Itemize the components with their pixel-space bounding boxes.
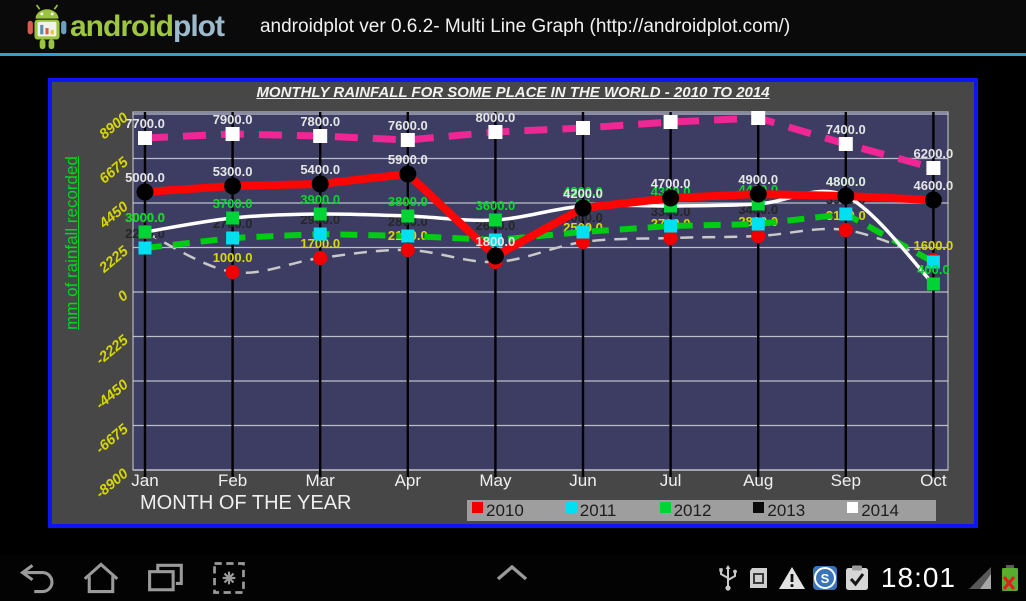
action-bar: androidplot androidplot ver 0.6.2- Multi… <box>0 0 1026 56</box>
back-button[interactable] <box>16 558 58 598</box>
legend-entry-2012: 2012 <box>655 501 749 520</box>
legend-label: 2012 <box>673 501 712 520</box>
androidplot-wordmark: androidplot <box>70 9 225 43</box>
wordmark-android: android <box>70 9 174 43</box>
legend-swatch <box>472 501 483 513</box>
chevron-up-icon <box>496 564 528 581</box>
system-nav-bar: S 18:01 <box>0 555 1026 601</box>
legend-entry-2011: 2011 <box>561 501 655 520</box>
x-axis-label: MONTH OF THE YEAR <box>140 492 352 514</box>
back-icon <box>19 564 54 594</box>
clipboard-check-icon <box>845 565 868 590</box>
chart-legend: 2010 2011 2012 2013 2014 <box>467 500 936 521</box>
signal-icon <box>969 567 991 589</box>
androidplot-logo: androidplot <box>24 4 225 50</box>
skype-icon: S <box>812 566 837 590</box>
legend-swatch <box>847 501 859 513</box>
app-title: androidplot ver 0.6.2- Multi Line Graph … <box>259 15 791 37</box>
recents-icon <box>148 563 183 592</box>
legend-entry-2013: 2013 <box>748 501 842 520</box>
skype-letter: S <box>813 567 836 589</box>
legend-entry-2010: 2010 <box>467 501 561 520</box>
usb-icon <box>719 565 737 591</box>
legend-label: 2014 <box>861 501 900 520</box>
quick-controls-button[interactable] <box>492 563 532 588</box>
home-button[interactable] <box>80 558 122 598</box>
screenshot-button[interactable] <box>208 558 250 598</box>
android-robot-icon <box>27 4 67 49</box>
legend-entry-2014: 2014 <box>842 501 936 520</box>
legend-label: 2013 <box>767 501 806 520</box>
home-icon <box>83 562 119 594</box>
chart-widget <box>48 78 978 528</box>
battery-error-icon <box>1002 565 1018 591</box>
y-axis-label: mm of rainfall recorded <box>62 156 81 330</box>
legend-label: 2011 <box>579 501 617 520</box>
recents-button[interactable] <box>144 558 186 598</box>
legend-label: 2010 <box>486 501 524 520</box>
wordmark-plot: plot <box>173 9 225 43</box>
status-cluster: S 18:01 <box>717 555 1020 601</box>
sim-card-icon <box>749 568 767 588</box>
legend-swatch <box>565 501 577 513</box>
legend-swatch <box>659 501 671 513</box>
clock: 18:01 <box>880 562 956 593</box>
screenshot-icon <box>213 562 245 594</box>
warning-icon <box>778 567 805 589</box>
chart-title: MONTHLY RAINFALL FOR SOME PLACE IN THE W… <box>256 84 770 101</box>
legend-swatch <box>753 501 765 513</box>
